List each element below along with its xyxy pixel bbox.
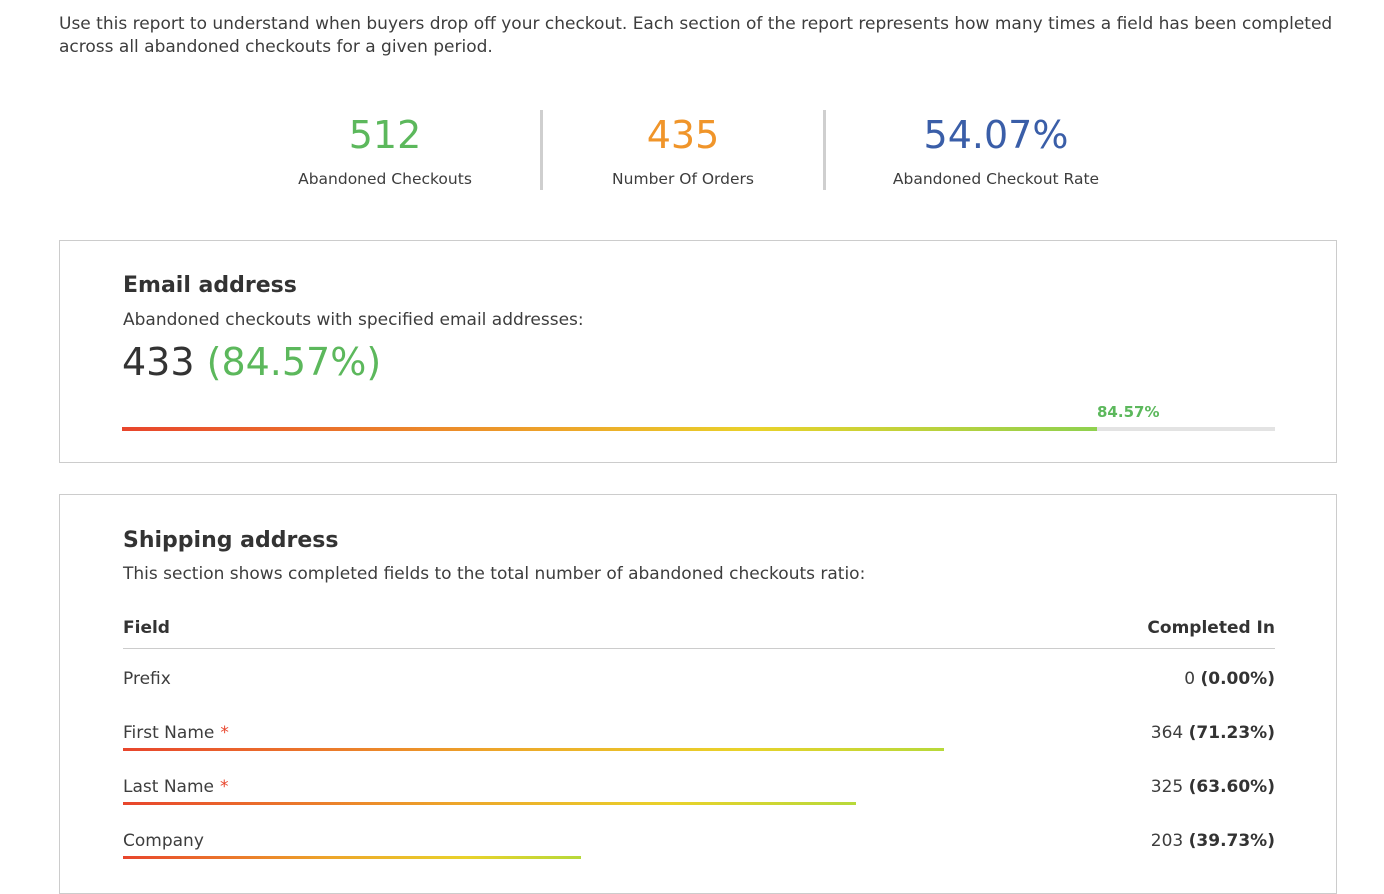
email-count-value: 433 bbox=[122, 340, 195, 384]
progress-label: 84.57% bbox=[1097, 403, 1160, 421]
shipping-address-panel: Shipping address This section shows comp… bbox=[59, 494, 1337, 894]
stat-divider bbox=[540, 110, 543, 190]
table-row: Last Name * 325 (63.60%) bbox=[123, 777, 1275, 817]
required-mark: * bbox=[219, 777, 229, 797]
field-label: Last Name bbox=[123, 777, 214, 797]
progress-track bbox=[122, 427, 1275, 431]
stat-number-of-orders: 435 Number Of Orders bbox=[583, 110, 783, 190]
field-name: Prefix bbox=[123, 669, 171, 689]
summary-stats: 512 Abandoned Checkouts 435 Number Of Or… bbox=[0, 110, 1384, 190]
completed-percent: (39.73%) bbox=[1188, 831, 1275, 851]
stat-abandoned-checkouts: 512 Abandoned Checkouts bbox=[270, 110, 500, 190]
stat-abandoned-checkout-rate: 54.07% Abandoned Checkout Rate bbox=[870, 110, 1122, 190]
completed-count: 364 bbox=[1150, 723, 1184, 743]
progress-fill bbox=[122, 427, 1098, 431]
panel-description: Abandoned checkouts with specified email… bbox=[123, 310, 584, 330]
email-address-panel: Email address Abandoned checkouts with s… bbox=[59, 240, 1337, 463]
stat-label: Abandoned Checkouts bbox=[298, 170, 472, 188]
field-name: Last Name * bbox=[123, 777, 228, 797]
stat-label: Number Of Orders bbox=[612, 170, 754, 188]
completion-bar bbox=[123, 802, 856, 805]
table-row: Company 203 (39.73%) bbox=[123, 831, 1275, 871]
completed-percent: (63.60%) bbox=[1188, 777, 1275, 797]
stat-value: 435 bbox=[646, 113, 720, 157]
field-label: Company bbox=[123, 831, 204, 851]
completion-bar bbox=[123, 856, 581, 859]
stat-value: 512 bbox=[348, 113, 422, 157]
email-count: 433 (84.57%) bbox=[122, 340, 381, 384]
email-count-percent: (84.57%) bbox=[206, 340, 382, 384]
completed-count: 203 bbox=[1150, 831, 1184, 851]
stat-divider bbox=[823, 110, 826, 190]
completed-percent: (0.00%) bbox=[1200, 669, 1275, 689]
column-header-field: Field bbox=[123, 618, 170, 638]
panel-description: This section shows completed fields to t… bbox=[123, 564, 866, 584]
completed-value: 364 (71.23%) bbox=[1151, 723, 1275, 743]
completed-count: 325 bbox=[1150, 777, 1184, 797]
table-header: Field Completed In bbox=[123, 618, 1275, 649]
completed-value: 203 (39.73%) bbox=[1151, 831, 1275, 851]
completed-value: 0 (0.00%) bbox=[1184, 669, 1275, 689]
field-label: Prefix bbox=[123, 669, 171, 689]
panel-title: Email address bbox=[123, 273, 297, 298]
field-label: First Name bbox=[123, 723, 215, 743]
column-header-completed: Completed In bbox=[1147, 618, 1275, 638]
completed-value: 325 (63.60%) bbox=[1151, 777, 1275, 797]
field-name: Company bbox=[123, 831, 204, 851]
completed-percent: (71.23%) bbox=[1188, 723, 1275, 743]
stat-label: Abandoned Checkout Rate bbox=[892, 170, 1100, 188]
stat-value: 54.07% bbox=[923, 113, 1069, 157]
completed-count: 0 bbox=[1184, 669, 1196, 689]
table-row: Prefix 0 (0.00%) bbox=[123, 669, 1275, 709]
required-mark: * bbox=[220, 723, 229, 743]
table-row: First Name * 364 (71.23%) bbox=[123, 723, 1275, 763]
completion-bar bbox=[123, 748, 944, 751]
report-description: Use this report to understand when buyer… bbox=[59, 14, 1333, 57]
field-name: First Name * bbox=[123, 723, 229, 743]
panel-title: Shipping address bbox=[123, 528, 339, 553]
